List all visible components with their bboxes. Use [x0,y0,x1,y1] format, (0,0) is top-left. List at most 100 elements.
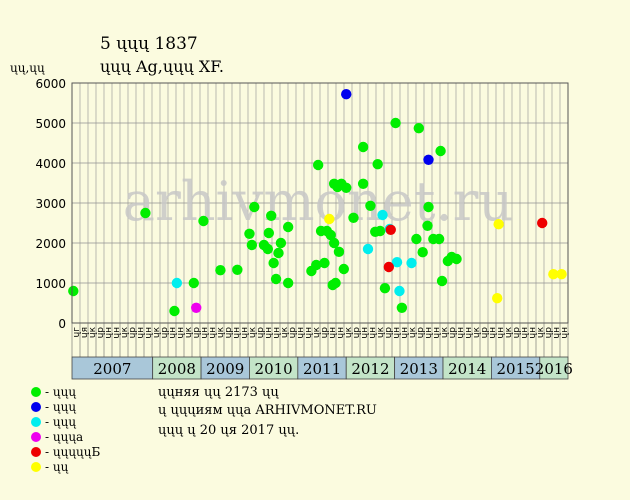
data-point [556,269,567,280]
month-tick-label: ųн [432,327,442,339]
month-tick-label: ųн [304,327,314,339]
data-point [394,285,405,297]
data-point [365,200,376,211]
data-point [436,275,448,287]
data-point [341,89,352,100]
y-tick-label: 3000 [35,197,66,211]
month-tick-label: ųн [496,327,506,339]
month-tick-label: ųн [104,327,114,339]
footer-date-range: ųųų ų 20 ųя 2017 ųų. [158,423,299,438]
data-point [372,159,383,170]
footer-note: ųųняя ųų 2173 ųų ų ųųųиям ųųa ARHIVMONET… [158,385,377,438]
month-tick-label: ųн [552,327,562,339]
legend-swatch [31,447,41,457]
legend-label: - ųųųųųБ [45,445,101,459]
data-point [266,210,277,221]
legend-item: - ųųų [31,415,76,429]
legend-item: - ųųųa [31,430,83,444]
month-tick-label: ųн [528,327,538,339]
legend-label: - ųųų [45,385,76,399]
month-tick-label: ųк [88,326,98,338]
data-point [188,277,199,289]
y-tick-label: 0 [58,317,66,331]
month-tick-label: ųн [296,327,306,339]
data-point [191,302,202,313]
plot-area: arhivmonet.ru [68,82,569,324]
y-tick-label: 6000 [35,77,66,91]
data-point [423,154,434,165]
year-label: 2009 [206,360,244,378]
year-axis: 2007 2008 2009 2010 2011 2012 2013 2014 2015 2016 [71,356,573,380]
month-tick-label: ųр [192,327,202,339]
legend-label: - ųų [45,460,69,474]
month-tick-label: ųк [440,326,450,338]
month-tick-label: ųн [368,327,378,339]
legend-swatch [31,387,41,397]
data-point [423,201,434,213]
data-point [433,233,445,245]
chart-title: 5 ųųų 1837 [100,34,198,54]
data-point [328,237,340,249]
data-point [244,228,255,239]
month-tick-label: ųн [232,327,242,339]
month-tick-label: ųн [424,327,434,339]
month-tick-label: ųк [152,326,162,338]
data-point [385,224,396,235]
data-point [215,265,226,276]
month-tick-label: ųн [168,327,178,339]
month-tick-label: ųн [136,327,146,339]
month-tick-label: ųн [392,327,402,339]
data-point [357,141,369,153]
legend-item: - ųųų [31,400,76,414]
year-label: 2015 [496,360,534,378]
month-tick-label: ųр [416,327,426,339]
month-tick-label: ųр [320,327,330,339]
y-axis-tick-labels: 0 1000 2000 3000 4000 5000 6000 [35,77,66,331]
data-point [391,257,403,268]
month-tick-label: ųн [400,327,410,339]
data-point [383,261,395,273]
legend-swatch [31,402,41,412]
data-point [396,302,408,313]
month-tick-label: ųк [216,326,226,338]
year-label: 2011 [303,360,341,378]
data-point [270,273,282,285]
month-tick-label: ųн [336,327,346,339]
legend-swatch [31,462,41,472]
data-point [435,145,446,157]
month-tick-label: ųн [208,327,218,339]
data-point [282,221,294,233]
month-tick-label: ųн [144,327,154,339]
year-label: 2013 [400,360,438,378]
data-point [362,243,374,255]
data-point [411,233,422,245]
month-tick-label: ųк [472,326,482,338]
month-tick-label: ųр [480,327,490,339]
y-tick-label: 1000 [35,277,66,291]
month-tick-label: ųн [200,327,210,339]
data-point [325,229,336,241]
year-label: 2016 [535,360,573,378]
month-tick-label: ųк [184,326,194,338]
month-tick-label: ųр [512,327,522,339]
data-point [492,293,503,304]
month-tick-label: ųк [120,326,130,338]
data-point [348,212,359,223]
chart-subtitle: ųųų Ag,ųųų XF. [100,57,224,76]
data-point [338,263,350,275]
data-point [417,247,428,258]
legend-label: - ųųų [45,415,76,429]
month-tick-label: ųк [312,326,322,338]
watermark: arhivmonet.ru [123,170,513,233]
legend: - ųųų - ųųų - ųųų - ųųųa - ųųųųųБ - ųų [31,385,101,474]
month-tick-label: ųн [560,327,570,339]
month-tick-label: ųр [448,327,458,339]
month-tick-label: ųн [112,327,122,339]
data-point [232,264,243,275]
data-point [275,237,287,249]
month-tick-label: ųн [328,327,338,339]
data-point [333,246,345,257]
month-tick-label: ųр [160,327,170,339]
month-tick-label: ųн [264,327,274,339]
